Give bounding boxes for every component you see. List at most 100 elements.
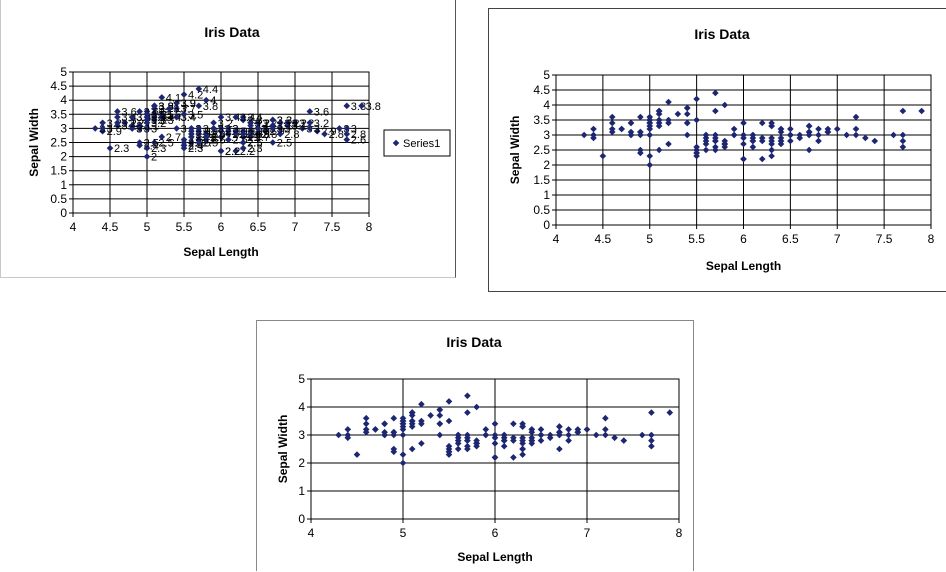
chart-1-point	[143, 153, 151, 160]
chart-3-point	[565, 426, 572, 433]
chart-1-point	[313, 127, 321, 135]
chart-1-data-label: 3.2	[121, 118, 136, 130]
chart-1-point	[210, 119, 217, 127]
chart-2-point	[852, 131, 860, 139]
chart-1-point	[343, 125, 351, 132]
chart-1-data-label: 2.8	[351, 129, 366, 141]
chart-2-point	[721, 101, 729, 109]
chart-1-xtick-label: 4	[70, 220, 77, 234]
chart-1-data-label: 2.8	[195, 129, 210, 141]
chart-3-point	[556, 423, 563, 430]
chart-1-point	[136, 108, 143, 115]
chart-1-data-label: 3.3	[151, 115, 166, 127]
chart-3-y-axis-title: Sepal Width	[276, 415, 290, 484]
chart-2-point	[665, 140, 672, 148]
chart-2-point	[712, 89, 719, 97]
chart-2-point	[730, 125, 738, 133]
chart-1-data-label: 2.5	[247, 138, 262, 150]
chart-1-point	[254, 119, 262, 127]
chart-1-point	[143, 116, 151, 124]
chart-3-xtick-label: 5	[400, 526, 407, 540]
chart-3-point	[491, 440, 499, 447]
chart-2-point	[899, 131, 907, 139]
chart-3-x-axis-title: Sepal Length	[457, 550, 532, 564]
chart-2-x-axis-title: Sepal Length	[706, 259, 781, 273]
chart-2-point	[683, 110, 691, 118]
chart-1-point	[165, 105, 173, 112]
chart-3-point	[464, 392, 471, 400]
chart-1-point	[343, 136, 351, 143]
chart-1-point	[232, 147, 240, 155]
chart-1-data-label: 3	[218, 123, 224, 135]
chart-1-data-label: 2.8	[329, 129, 344, 141]
chart-1-data-label: 3.4	[240, 112, 255, 124]
chart-2-point	[608, 113, 616, 121]
chart-3-point	[353, 451, 361, 458]
chart-3-point	[399, 431, 407, 439]
chart-2-point	[749, 143, 757, 151]
chart-3-point	[620, 437, 628, 444]
chart-1-ytick-label: 0	[60, 206, 67, 220]
chart-1-point	[99, 125, 106, 132]
chart-1-data-label: 3.8	[203, 101, 218, 113]
chart-1-point	[136, 122, 143, 129]
chart-1-point	[202, 96, 210, 104]
chart-1-data-label: 2.8	[255, 129, 270, 141]
chart-1-ytick-label: 4	[60, 93, 67, 107]
chart-2-point	[618, 125, 625, 133]
chart-3-point	[399, 459, 407, 467]
chart-2-ytick-label: 4	[543, 98, 550, 112]
chart-1-point	[143, 111, 151, 118]
chart-1-data-label: 2.9	[107, 126, 122, 138]
chart-1-data-label: 3	[136, 123, 142, 135]
chart-1-data-label: 2.5	[247, 138, 262, 150]
chart-2-point	[862, 134, 869, 142]
chart-2-point	[693, 95, 700, 103]
chart-1-point	[239, 144, 247, 152]
chart-1-point	[239, 113, 247, 121]
chart-1-data-label: 3	[136, 123, 142, 135]
chart-3-point	[648, 409, 655, 416]
chart-3-point	[399, 423, 407, 430]
chart-2-point	[674, 110, 682, 118]
chart-2-point	[815, 137, 822, 145]
chart-1-ytick-label: 0.5	[50, 192, 67, 206]
chart-1-data-label: 3.5	[188, 109, 203, 121]
chart-1-point	[232, 130, 240, 138]
chart-3-point	[362, 414, 370, 422]
chart-1-point	[276, 130, 284, 138]
chart-2-ytick-label: 1	[543, 188, 550, 202]
chart-3-point	[519, 451, 526, 458]
chart-2-point	[646, 131, 654, 139]
chart-1-point	[188, 130, 195, 138]
chart-1-point	[151, 102, 158, 110]
chart-2-point	[871, 137, 879, 145]
chart-1-point	[225, 136, 232, 143]
chart-1-data-label: 3.2	[284, 118, 299, 130]
chart-3-ytick-label: 3	[298, 428, 305, 442]
chart-2-ytick-label: 2	[543, 158, 550, 172]
chart-1-point	[358, 102, 365, 110]
chart-2-xtick-label: 4	[553, 232, 560, 246]
chart-2-point	[580, 131, 588, 139]
chart-1-point	[151, 113, 158, 121]
chart-3-point	[648, 431, 655, 439]
chart-1-data-label: 3	[262, 123, 268, 135]
chart-1-data-label: 3	[107, 123, 113, 135]
chart-1-data-label: 4.2	[188, 90, 203, 102]
chart-1-data-label: 2.7	[210, 132, 225, 144]
chart-2-point	[740, 155, 747, 163]
chart-3-svg: Iris Data 0 1 2 3 4 5 4 5 6 7 8 Sepal Length Sepal Wi…	[276, 334, 683, 564]
chart-3-ytick-label: 4	[298, 400, 305, 414]
chart-3-point	[602, 414, 609, 422]
chart-1-data-label: 3	[351, 123, 357, 135]
chart-1-point	[269, 139, 277, 146]
chart-2-point	[899, 143, 907, 151]
chart-2-point	[740, 119, 747, 127]
chart-2-point	[683, 119, 691, 127]
chart-2-ytick-label: 4.5	[533, 83, 550, 97]
chart-2-ytick-label: 3	[543, 128, 550, 142]
chart-1-xtick-label: 6.5	[250, 220, 267, 234]
chart-3-point	[464, 437, 471, 444]
chart-1-point	[106, 144, 114, 152]
